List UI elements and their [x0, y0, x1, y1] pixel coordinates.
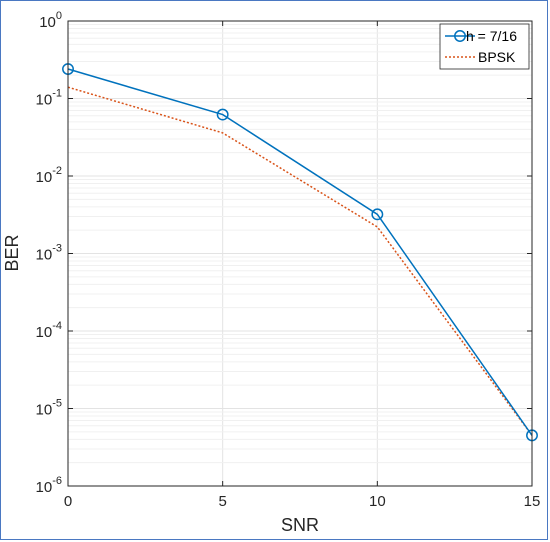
legend-box [439, 23, 530, 70]
y-tick-label: 10-6 [36, 475, 62, 496]
y-tick-label-exponent: -5 [52, 398, 62, 410]
y-tick-label-exponent: -4 [52, 320, 62, 332]
y-tick-label: 10-1 [36, 88, 62, 109]
x-tick-label: 0 [64, 493, 72, 510]
y-tick-label-base: 10 [36, 324, 53, 341]
legend-label-series-2: BPSK [478, 49, 516, 65]
y-tick-label-exponent: -6 [52, 475, 62, 487]
x-tick-label: 15 [524, 493, 541, 510]
y-tick-label-exponent: -1 [52, 88, 62, 100]
legend-marker-series-1 [454, 30, 466, 42]
y-tick-label-base: 10 [36, 247, 53, 264]
x-axis-title: SNR [281, 515, 319, 535]
y-tick-label-base: 10 [36, 402, 53, 419]
series-line-2 [67, 86, 533, 436]
series-1-point [216, 108, 229, 121]
y-tick-label: 10-3 [36, 243, 62, 264]
series-line-1 [67, 68, 533, 436]
y-tick-label-base: 10 [36, 169, 53, 186]
y-tick-label-exponent: -3 [52, 243, 62, 255]
y-tick-label-base: 10 [36, 479, 53, 496]
y-tick-label: 10-2 [36, 165, 62, 186]
x-tick-label: 5 [218, 493, 226, 510]
y-tick-label-base: 10 [36, 92, 53, 109]
y-tick-label: 10-5 [36, 398, 62, 419]
y-tick-label-base: 10 [39, 14, 56, 31]
y-tick-label: 100 [39, 10, 62, 31]
x-tick-labels: 0 5 10 15 [64, 493, 541, 510]
y-tick-label-exponent: -2 [52, 165, 62, 177]
x-tick-label: 10 [369, 493, 386, 510]
legend: h = 7/16 BPSK [439, 23, 530, 70]
y-tick-label: 10-4 [36, 320, 62, 341]
y-axis-title: BER [2, 234, 22, 271]
axis-ticks [67, 20, 533, 487]
y-tick-label-exponent: 0 [56, 10, 62, 22]
legend-label-series-1: h = 7/16 [466, 28, 517, 44]
series-1-point [371, 208, 384, 221]
